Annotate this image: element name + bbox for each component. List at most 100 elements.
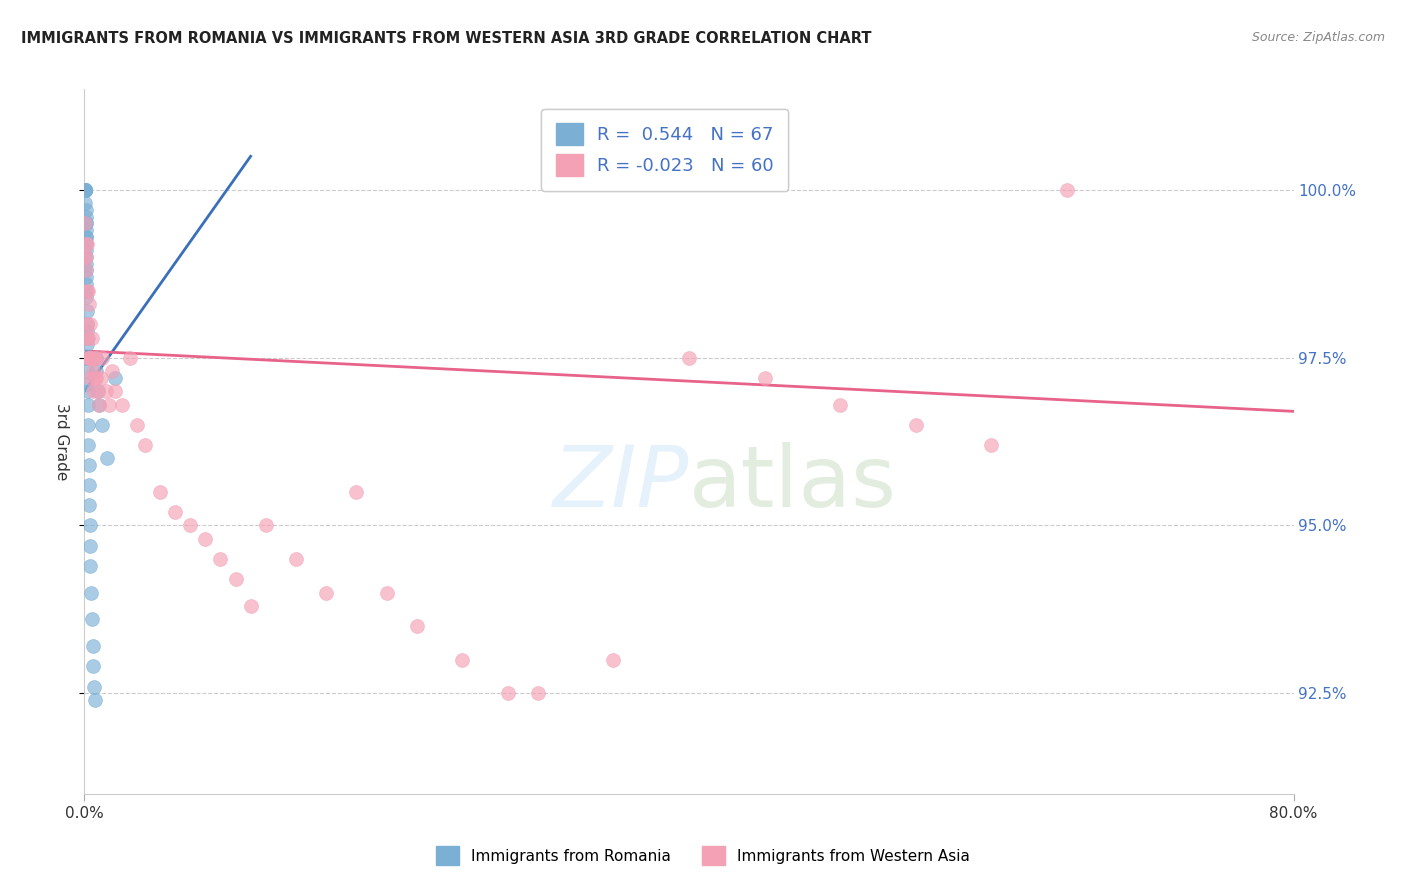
Point bbox=[75, 216, 97, 230]
Point bbox=[254, 518, 277, 533]
Point bbox=[194, 532, 217, 546]
Point bbox=[527, 686, 550, 700]
Point bbox=[89, 398, 111, 412]
Point bbox=[73, 183, 96, 197]
Point bbox=[83, 680, 105, 694]
Point bbox=[82, 639, 104, 653]
Point bbox=[77, 330, 100, 344]
Point bbox=[75, 257, 97, 271]
Point bbox=[75, 183, 97, 197]
Point bbox=[75, 230, 97, 244]
Point bbox=[830, 398, 852, 412]
Point bbox=[76, 337, 98, 351]
Point bbox=[84, 371, 107, 385]
Point bbox=[75, 250, 97, 264]
Point bbox=[73, 183, 96, 197]
Point bbox=[79, 518, 101, 533]
Point bbox=[285, 552, 308, 566]
Legend: R =  0.544   N = 67, R = -0.023   N = 60: R = 0.544 N = 67, R = -0.023 N = 60 bbox=[541, 109, 789, 191]
Point bbox=[76, 284, 98, 298]
Point bbox=[75, 277, 97, 291]
Point bbox=[904, 417, 927, 432]
Point bbox=[89, 398, 111, 412]
Point bbox=[375, 585, 398, 599]
Point bbox=[73, 183, 96, 197]
Point bbox=[79, 371, 101, 385]
Point bbox=[75, 250, 97, 264]
Point bbox=[73, 183, 96, 197]
Point bbox=[77, 478, 100, 492]
Point bbox=[346, 484, 368, 499]
Point bbox=[118, 351, 141, 365]
Point bbox=[76, 303, 98, 318]
Text: atlas: atlas bbox=[689, 442, 897, 525]
Point bbox=[76, 284, 98, 298]
Point bbox=[84, 693, 107, 707]
Point bbox=[73, 183, 96, 197]
Point bbox=[75, 250, 97, 264]
Point bbox=[76, 384, 98, 399]
Point bbox=[82, 384, 104, 399]
Point bbox=[75, 216, 97, 230]
Point bbox=[77, 438, 100, 452]
Point bbox=[75, 183, 97, 197]
Point bbox=[127, 417, 149, 432]
Point bbox=[73, 183, 96, 197]
Point bbox=[75, 183, 97, 197]
Point bbox=[79, 351, 101, 365]
Point bbox=[86, 364, 108, 378]
Point bbox=[77, 297, 100, 311]
Point bbox=[104, 384, 127, 399]
Point bbox=[82, 659, 104, 673]
Point bbox=[90, 371, 112, 385]
Point bbox=[87, 384, 110, 399]
Point bbox=[754, 371, 776, 385]
Point bbox=[83, 351, 105, 365]
Point bbox=[75, 183, 97, 197]
Point bbox=[84, 351, 107, 365]
Y-axis label: 3rd Grade: 3rd Grade bbox=[53, 403, 69, 480]
Point bbox=[209, 552, 232, 566]
Point bbox=[75, 183, 97, 197]
Point bbox=[179, 518, 201, 533]
Point bbox=[75, 244, 97, 258]
Point bbox=[96, 451, 118, 466]
Point bbox=[77, 498, 100, 512]
Point bbox=[77, 417, 100, 432]
Point bbox=[76, 324, 98, 338]
Point bbox=[80, 351, 103, 365]
Point bbox=[980, 438, 1002, 452]
Point bbox=[75, 202, 97, 217]
Point bbox=[75, 183, 97, 197]
Point bbox=[73, 183, 96, 197]
Point bbox=[75, 263, 97, 277]
Legend: Immigrants from Romania, Immigrants from Western Asia: Immigrants from Romania, Immigrants from… bbox=[430, 840, 976, 871]
Point bbox=[80, 330, 103, 344]
Point bbox=[75, 183, 97, 197]
Point bbox=[76, 364, 98, 378]
Point bbox=[76, 317, 98, 331]
Point bbox=[225, 572, 247, 586]
Point bbox=[75, 230, 97, 244]
Point bbox=[165, 505, 187, 519]
Point bbox=[75, 236, 97, 251]
Point bbox=[111, 398, 134, 412]
Point bbox=[73, 183, 96, 197]
Point bbox=[75, 263, 97, 277]
Point bbox=[1056, 183, 1078, 197]
Point bbox=[79, 539, 101, 553]
Point bbox=[315, 585, 337, 599]
Point bbox=[678, 351, 700, 365]
Point bbox=[134, 438, 156, 452]
Point bbox=[76, 290, 98, 304]
Point bbox=[73, 183, 96, 197]
Point bbox=[75, 183, 97, 197]
Point bbox=[86, 351, 108, 365]
Point bbox=[73, 183, 96, 197]
Text: IMMIGRANTS FROM ROMANIA VS IMMIGRANTS FROM WESTERN ASIA 3RD GRADE CORRELATION CH: IMMIGRANTS FROM ROMANIA VS IMMIGRANTS FR… bbox=[21, 31, 872, 46]
Point bbox=[75, 236, 97, 251]
Point bbox=[75, 183, 97, 197]
Point bbox=[496, 686, 519, 700]
Point bbox=[77, 458, 100, 472]
Point bbox=[76, 377, 98, 392]
